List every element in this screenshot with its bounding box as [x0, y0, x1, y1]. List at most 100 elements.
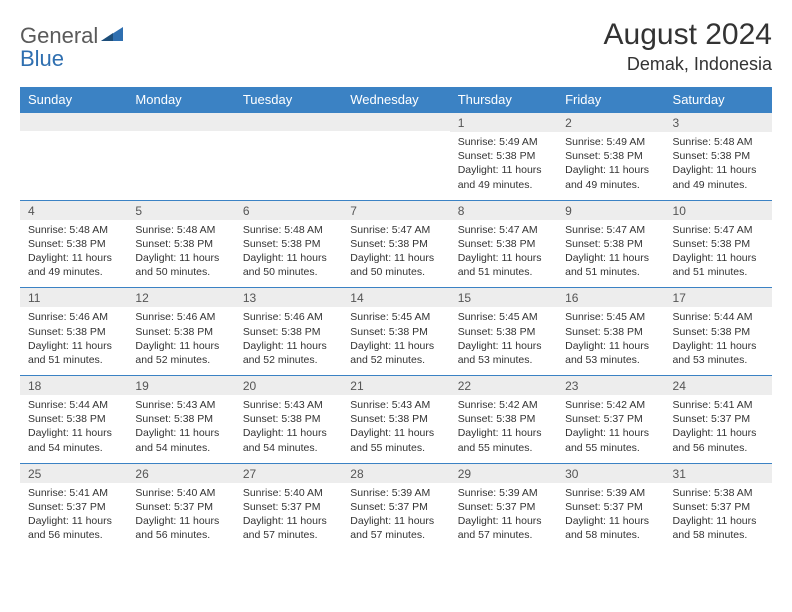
- day-body: Sunrise: 5:39 AMSunset: 5:37 PMDaylight:…: [450, 483, 557, 551]
- calendar-week-row: 18Sunrise: 5:44 AMSunset: 5:38 PMDayligh…: [20, 376, 772, 464]
- calendar-day-cell: 15Sunrise: 5:45 AMSunset: 5:38 PMDayligh…: [450, 288, 557, 376]
- day-number: [235, 113, 342, 131]
- day-body: Sunrise: 5:49 AMSunset: 5:38 PMDaylight:…: [557, 132, 664, 200]
- day-body: [235, 131, 342, 185]
- calendar-day-cell: [127, 113, 234, 201]
- weekday-header: Tuesday: [235, 87, 342, 113]
- day-body: Sunrise: 5:38 AMSunset: 5:37 PMDaylight:…: [665, 483, 772, 551]
- day-number: 6: [235, 201, 342, 220]
- calendar-day-cell: 7Sunrise: 5:47 AMSunset: 5:38 PMDaylight…: [342, 200, 449, 288]
- day-body: Sunrise: 5:47 AMSunset: 5:38 PMDaylight:…: [665, 220, 772, 288]
- calendar-day-cell: 12Sunrise: 5:46 AMSunset: 5:38 PMDayligh…: [127, 288, 234, 376]
- day-number: 7: [342, 201, 449, 220]
- day-body: Sunrise: 5:40 AMSunset: 5:37 PMDaylight:…: [127, 483, 234, 551]
- calendar-table: SundayMondayTuesdayWednesdayThursdayFrid…: [20, 87, 772, 550]
- calendar-day-cell: 21Sunrise: 5:43 AMSunset: 5:38 PMDayligh…: [342, 376, 449, 464]
- calendar-day-cell: 8Sunrise: 5:47 AMSunset: 5:38 PMDaylight…: [450, 200, 557, 288]
- location: Demak, Indonesia: [604, 54, 772, 75]
- calendar-day-cell: 23Sunrise: 5:42 AMSunset: 5:37 PMDayligh…: [557, 376, 664, 464]
- calendar-day-cell: 20Sunrise: 5:43 AMSunset: 5:38 PMDayligh…: [235, 376, 342, 464]
- day-body: Sunrise: 5:46 AMSunset: 5:38 PMDaylight:…: [20, 307, 127, 375]
- day-number: 14: [342, 288, 449, 307]
- calendar-week-row: 1Sunrise: 5:49 AMSunset: 5:38 PMDaylight…: [20, 113, 772, 201]
- calendar-day-cell: 9Sunrise: 5:47 AMSunset: 5:38 PMDaylight…: [557, 200, 664, 288]
- calendar-week-row: 25Sunrise: 5:41 AMSunset: 5:37 PMDayligh…: [20, 463, 772, 550]
- day-number: 18: [20, 376, 127, 395]
- day-number: 23: [557, 376, 664, 395]
- calendar-day-cell: 6Sunrise: 5:48 AMSunset: 5:38 PMDaylight…: [235, 200, 342, 288]
- day-body: Sunrise: 5:43 AMSunset: 5:38 PMDaylight:…: [342, 395, 449, 463]
- day-number: 11: [20, 288, 127, 307]
- calendar-day-cell: 26Sunrise: 5:40 AMSunset: 5:37 PMDayligh…: [127, 463, 234, 550]
- calendar-day-cell: 2Sunrise: 5:49 AMSunset: 5:38 PMDaylight…: [557, 113, 664, 201]
- weekday-header: Thursday: [450, 87, 557, 113]
- day-number: 28: [342, 464, 449, 483]
- day-number: 19: [127, 376, 234, 395]
- day-body: Sunrise: 5:47 AMSunset: 5:38 PMDaylight:…: [342, 220, 449, 288]
- calendar-day-cell: 16Sunrise: 5:45 AMSunset: 5:38 PMDayligh…: [557, 288, 664, 376]
- day-number: 1: [450, 113, 557, 132]
- day-number: 30: [557, 464, 664, 483]
- day-number: [20, 113, 127, 131]
- day-number: 21: [342, 376, 449, 395]
- day-body: Sunrise: 5:40 AMSunset: 5:37 PMDaylight:…: [235, 483, 342, 551]
- calendar-week-row: 4 Sunrise: 5:48 AMSunset: 5:38 PMDaylight…: [20, 200, 772, 288]
- day-number: 3: [665, 113, 772, 132]
- weekday-header: Monday: [127, 87, 234, 113]
- calendar-day-cell: 17Sunrise: 5:44 AMSunset: 5:38 PMDayligh…: [665, 288, 772, 376]
- day-body: Sunrise: 5:45 AMSunset: 5:38 PMDaylight:…: [342, 307, 449, 375]
- day-body: Sunrise: 5:48 AMSunset: 5:38 PMDaylight:…: [235, 220, 342, 288]
- day-number: 4: [20, 201, 127, 220]
- day-body: Sunrise: 5:44 AMSunset: 5:38 PMDaylight:…: [665, 307, 772, 375]
- calendar-day-cell: 18Sunrise: 5:44 AMSunset: 5:38 PMDayligh…: [20, 376, 127, 464]
- day-number: 10: [665, 201, 772, 220]
- day-number: 9: [557, 201, 664, 220]
- day-body: Sunrise: 5:41 AMSunset: 5:37 PMDaylight:…: [665, 395, 772, 463]
- day-body: [127, 131, 234, 185]
- day-number: 29: [450, 464, 557, 483]
- calendar-day-cell: 24Sunrise: 5:41 AMSunset: 5:37 PMDayligh…: [665, 376, 772, 464]
- day-number: 26: [127, 464, 234, 483]
- day-number: [127, 113, 234, 131]
- day-body: Sunrise: 5:45 AMSunset: 5:38 PMDaylight:…: [557, 307, 664, 375]
- calendar-day-cell: 13Sunrise: 5:46 AMSunset: 5:38 PMDayligh…: [235, 288, 342, 376]
- day-number: 27: [235, 464, 342, 483]
- logo-text-general: General: [20, 23, 98, 48]
- calendar-day-cell: 25Sunrise: 5:41 AMSunset: 5:37 PMDayligh…: [20, 463, 127, 550]
- day-number: 15: [450, 288, 557, 307]
- calendar-day-cell: 14Sunrise: 5:45 AMSunset: 5:38 PMDayligh…: [342, 288, 449, 376]
- calendar-week-row: 11Sunrise: 5:46 AMSunset: 5:38 PMDayligh…: [20, 288, 772, 376]
- calendar-day-cell: 29Sunrise: 5:39 AMSunset: 5:37 PMDayligh…: [450, 463, 557, 550]
- day-number: 16: [557, 288, 664, 307]
- calendar-day-cell: 4Sunrise: 5:48 AMSunset: 5:38 PMDaylight…: [20, 200, 127, 288]
- day-body: Sunrise: 5:45 AMSunset: 5:38 PMDaylight:…: [450, 307, 557, 375]
- day-body: [342, 131, 449, 185]
- day-body: Sunrise: 5:39 AMSunset: 5:37 PMDaylight:…: [557, 483, 664, 551]
- day-number: 17: [665, 288, 772, 307]
- calendar-day-cell: 22Sunrise: 5:42 AMSunset: 5:38 PMDayligh…: [450, 376, 557, 464]
- day-number: 31: [665, 464, 772, 483]
- day-body: Sunrise: 5:46 AMSunset: 5:38 PMDaylight:…: [127, 307, 234, 375]
- calendar-day-cell: 31Sunrise: 5:38 AMSunset: 5:37 PMDayligh…: [665, 463, 772, 550]
- day-body: Sunrise: 5:47 AMSunset: 5:38 PMDaylight:…: [557, 220, 664, 288]
- day-number: 8: [450, 201, 557, 220]
- calendar-day-cell: 30Sunrise: 5:39 AMSunset: 5:37 PMDayligh…: [557, 463, 664, 550]
- weekday-header: Sunday: [20, 87, 127, 113]
- month-title: August 2024: [604, 18, 772, 52]
- title-block: August 2024 Demak, Indonesia: [604, 18, 772, 75]
- day-number: 24: [665, 376, 772, 395]
- day-number: 13: [235, 288, 342, 307]
- day-body: Sunrise: 5:39 AMSunset: 5:37 PMDaylight:…: [342, 483, 449, 551]
- day-body: Sunrise: 5:48 AMSunset: 5:38 PMDaylight:…: [665, 132, 772, 200]
- calendar-day-cell: 19Sunrise: 5:43 AMSunset: 5:38 PMDayligh…: [127, 376, 234, 464]
- day-body: Sunrise: 5:46 AMSunset: 5:38 PMDaylight:…: [235, 307, 342, 375]
- weekday-header: Saturday: [665, 87, 772, 113]
- calendar-day-cell: 28Sunrise: 5:39 AMSunset: 5:37 PMDayligh…: [342, 463, 449, 550]
- logo: GeneralBlue: [20, 18, 123, 70]
- calendar-day-cell: 27Sunrise: 5:40 AMSunset: 5:37 PMDayligh…: [235, 463, 342, 550]
- calendar-day-cell: 11Sunrise: 5:46 AMSunset: 5:38 PMDayligh…: [20, 288, 127, 376]
- day-number: 25: [20, 464, 127, 483]
- calendar-day-cell: 5Sunrise: 5:48 AMSunset: 5:38 PMDaylight…: [127, 200, 234, 288]
- day-number: 2: [557, 113, 664, 132]
- day-number: 22: [450, 376, 557, 395]
